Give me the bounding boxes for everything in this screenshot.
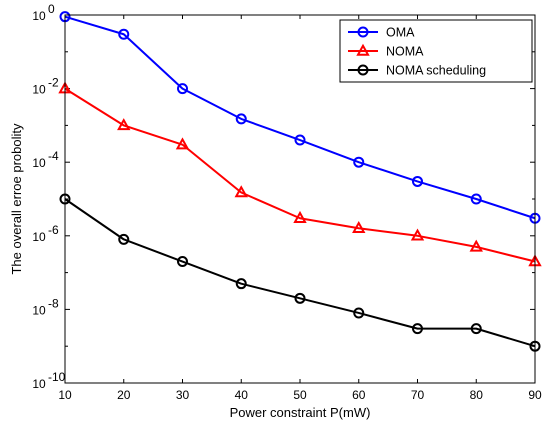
legend: OMA NOMA NOMA scheduling <box>339 19 533 83</box>
y-tick-label-base: 10 <box>32 230 46 244</box>
y-tick-label-exp: -10 <box>48 370 66 384</box>
y-tick-label-exp: -8 <box>48 296 59 310</box>
legend-label: OMA <box>386 26 415 40</box>
legend-entry-oma: OMA <box>348 26 415 40</box>
x-tick-label: 40 <box>235 388 249 402</box>
y-tick-label-exp: -2 <box>48 76 59 90</box>
series-line-noma <box>64 87 536 263</box>
y-tick-label-base: 10 <box>32 377 46 391</box>
y-tick-label-exp: -6 <box>48 223 59 237</box>
data-point-oma <box>412 175 423 187</box>
x-tick-label: 50 <box>293 388 307 402</box>
data-point-noma <box>469 239 483 252</box>
y-tick-label: 10 -4 <box>32 149 59 170</box>
data-point-oma <box>177 83 188 95</box>
y-tick-label: 10 -6 <box>32 223 59 244</box>
data-point-oma <box>470 193 482 205</box>
data-point-noma <box>410 228 425 241</box>
x-tick-label: 90 <box>528 388 542 402</box>
legend-marker <box>357 64 369 76</box>
y-tick-label-base: 10 <box>32 83 46 97</box>
data-point-noma <box>352 220 366 234</box>
y-tick-label: 10 -2 <box>32 76 59 97</box>
legend-entry-noma: NOMA <box>348 43 424 59</box>
x-axis-label: Power constraint P(mW) <box>230 405 371 420</box>
data-point-noma-scheduling <box>235 278 247 290</box>
x-tick-label: 80 <box>470 388 484 402</box>
legend-marker <box>356 43 370 56</box>
data-point-noma-scheduling <box>177 256 188 268</box>
y-tick-label: 10 -8 <box>32 296 59 317</box>
series-layer <box>58 11 542 352</box>
x-tick-label: 10 <box>58 388 72 402</box>
data-point-noma-scheduling <box>470 323 482 335</box>
x-tick-label: 30 <box>176 388 190 402</box>
data-point-noma <box>117 118 131 131</box>
legend-entry-noma-scheduling: NOMA scheduling <box>348 64 486 78</box>
data-point-noma-scheduling <box>294 292 306 304</box>
data-point-noma <box>293 210 307 223</box>
y-tick-label-base: 10 <box>32 156 46 170</box>
data-point-oma <box>235 113 247 125</box>
y-axis-label: The overall erroe probolity <box>9 123 24 275</box>
data-point-oma <box>118 28 130 40</box>
legend-label: NOMA <box>386 45 424 59</box>
data-point-noma-scheduling <box>353 307 365 319</box>
y-tick-label-base: 10 <box>32 303 46 317</box>
y-tick-label: 10 0 <box>32 2 55 23</box>
y-tick-label-base: 10 <box>32 9 46 23</box>
data-point-oma <box>294 134 306 146</box>
legend-marker <box>357 26 369 38</box>
series-noma <box>58 81 542 267</box>
data-point-oma <box>353 156 365 168</box>
x-tick-label: 60 <box>352 388 366 402</box>
y-tick-label: 10 -10 <box>32 370 65 391</box>
series-line-noma-scheduling <box>64 198 536 348</box>
y-tick-label-exp: 0 <box>48 2 55 16</box>
legend-label: NOMA scheduling <box>386 64 486 78</box>
data-point-noma <box>175 137 190 150</box>
plot-frame <box>64 14 536 384</box>
x-tick-label: 70 <box>411 388 425 402</box>
data-point-noma-scheduling <box>118 233 130 245</box>
x-tick-label: 20 <box>117 388 131 402</box>
data-point-noma-scheduling <box>412 323 423 335</box>
y-tick-label-exp: -4 <box>48 149 59 163</box>
series-oma <box>59 11 541 224</box>
data-point-noma <box>234 185 248 198</box>
series-line-oma <box>64 15 536 220</box>
